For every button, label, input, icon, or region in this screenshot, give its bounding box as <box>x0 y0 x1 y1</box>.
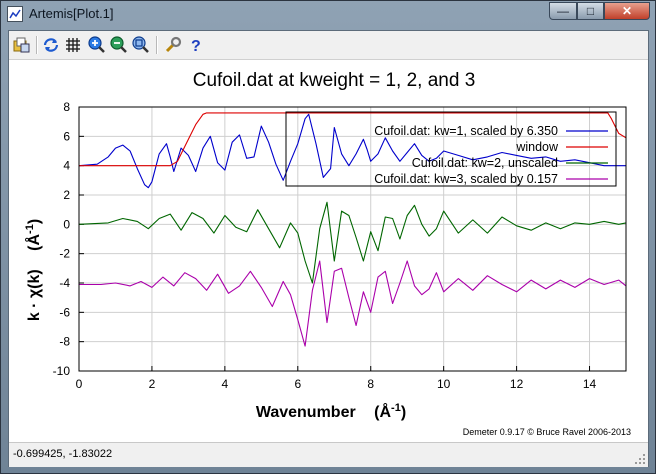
x-tick-label: 10 <box>437 377 451 391</box>
x-tick-label: 2 <box>149 377 156 391</box>
y-tick-label: 0 <box>63 217 70 231</box>
series-line-0 <box>78 113 626 189</box>
app-chart-icon <box>7 6 23 22</box>
x-axis-label-text: Wavenumber <box>256 404 356 421</box>
x-tick-label: 12 <box>510 377 524 391</box>
x-axis-label: Wavenumber (Å-1) <box>256 402 406 421</box>
x-tick-label: 14 <box>583 377 597 391</box>
open-icon[interactable] <box>12 35 32 55</box>
svg-text:?: ? <box>191 38 201 55</box>
y-axis-unit-exponent: -1 <box>24 224 36 234</box>
toolbar-separator <box>156 36 158 54</box>
x-tick-label: 0 <box>76 377 83 391</box>
status-bar: -0.699425, -1.83022 <box>9 442 648 467</box>
refresh-icon[interactable] <box>41 35 61 55</box>
y-axis-unit-close: ) <box>26 219 43 224</box>
y-tick-label: -8 <box>59 335 70 349</box>
toolbar-separator <box>36 36 38 54</box>
plot-frame <box>78 106 627 372</box>
x-tick-label: 8 <box>367 377 374 391</box>
settings-wrench-icon[interactable] <box>163 35 183 55</box>
zoom-in-icon[interactable] <box>87 35 107 55</box>
y-axis-unit: (Å <box>24 234 43 251</box>
title-bar[interactable]: Artemis[Plot.1] — □ ✕ <box>1 1 655 27</box>
zoom-out-icon[interactable] <box>109 35 129 55</box>
y-tick-label: 6 <box>63 129 70 143</box>
help-icon[interactable]: ? <box>186 35 206 55</box>
plot-toolbar: ? <box>9 31 648 60</box>
x-axis-unit: (Å <box>374 402 391 421</box>
y-tick-label: 4 <box>63 159 70 173</box>
y-tick-label: -6 <box>59 305 70 319</box>
series-line-2 <box>78 201 627 284</box>
minimize-button[interactable]: — <box>549 2 577 20</box>
y-tick-label: 8 <box>63 100 70 114</box>
close-button[interactable]: ✕ <box>604 2 650 20</box>
zoom-reset-icon[interactable] <box>131 35 151 55</box>
maximize-button[interactable]: □ <box>577 2 604 20</box>
cursor-coordinates: -0.699425, -1.83022 <box>13 448 113 460</box>
grid-icon[interactable] <box>63 35 83 55</box>
exafs-chart: 0 2 4 6 8 10 12 14 -10 -8 -6 -4 -2 0 2 4 6 8 Cufoil.dat a… <box>9 60 648 442</box>
x-tick-label: 6 <box>294 377 301 391</box>
legend-label: Cufoil.dat: kw=2, unscaled <box>412 156 558 170</box>
y-tick-label: -2 <box>59 247 70 261</box>
plot-canvas[interactable]: 0 2 4 6 8 10 12 14 -10 -8 -6 -4 -2 0 2 4 6 8 Cufoil.dat a… <box>9 60 648 460</box>
legend-label: Cufoil.dat: kw=1, scaled by 6.350 <box>374 124 558 138</box>
x-tick-label: 4 <box>222 377 229 391</box>
y-axis-label-text: k · χ(k) <box>26 269 43 321</box>
y-tick-label: -10 <box>53 364 71 378</box>
legend-label: Cufoil.dat: kw=3, scaled by 0.157 <box>374 172 558 186</box>
y-tick-label: -4 <box>59 276 70 290</box>
x-axis-unit-close: ) <box>401 404 406 421</box>
legend-frame <box>285 111 617 187</box>
series-line-3 <box>79 260 627 347</box>
series-line-1 <box>79 112 627 167</box>
y-tick-label: 2 <box>63 188 70 202</box>
credit-text: Demeter 0.9.17 © Bruce Ravel 2006-2013 <box>463 427 631 437</box>
window-title: Artemis[Plot.1] <box>29 6 114 21</box>
chart-background <box>9 60 648 442</box>
y-axis-label: k · χ(k) (Å-1) <box>24 219 43 321</box>
client-area: ? 0 2 4 6 8 10 12 14 -10 -8 -6 -4 -2 0 2 4 6 8 Cufoil.dat… <box>8 30 649 467</box>
chart-title: Cufoil.dat at kweight = 1, 2, and 3 <box>193 70 476 91</box>
legend-label: window <box>515 140 559 154</box>
x-axis-unit-exponent: -1 <box>391 402 401 414</box>
chart-legend: Cufoil.dat: kw=1, scaled by 6.350 window C… <box>285 111 617 187</box>
resize-grip-icon[interactable] <box>634 453 646 465</box>
